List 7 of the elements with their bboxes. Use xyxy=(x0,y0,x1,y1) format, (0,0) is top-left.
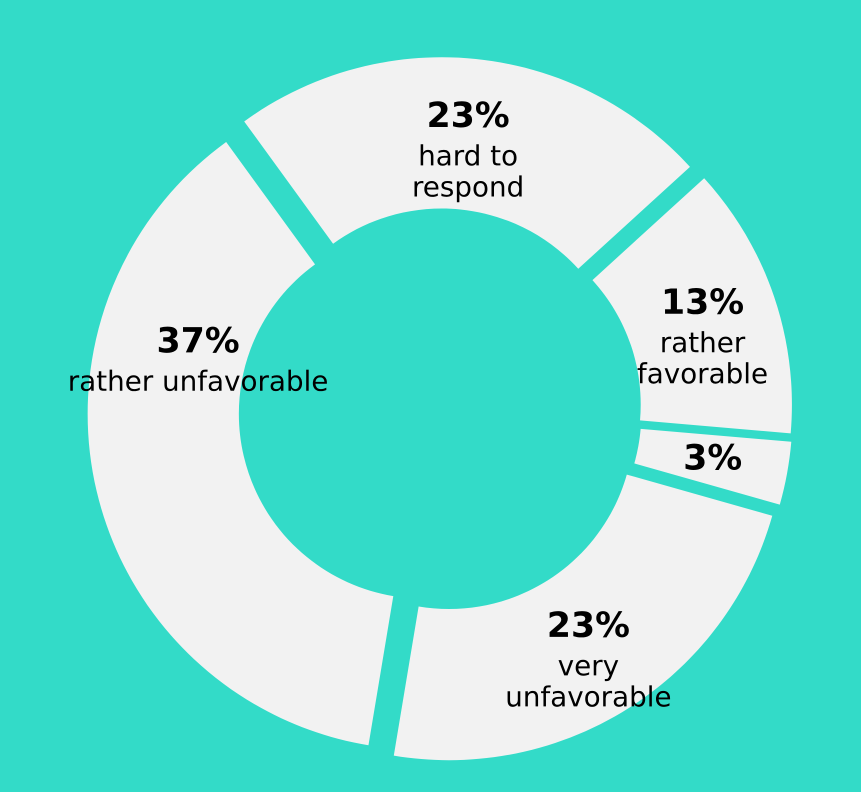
data-label: 13% xyxy=(664,288,743,314)
data-label: 23% xyxy=(429,101,509,128)
data-label: 3% xyxy=(686,444,742,470)
slice-label: hard to respond xyxy=(414,144,522,202)
slice-label: rather favorable xyxy=(638,331,767,384)
data-label: 23% xyxy=(550,611,629,638)
data-label: 37% xyxy=(158,326,239,353)
